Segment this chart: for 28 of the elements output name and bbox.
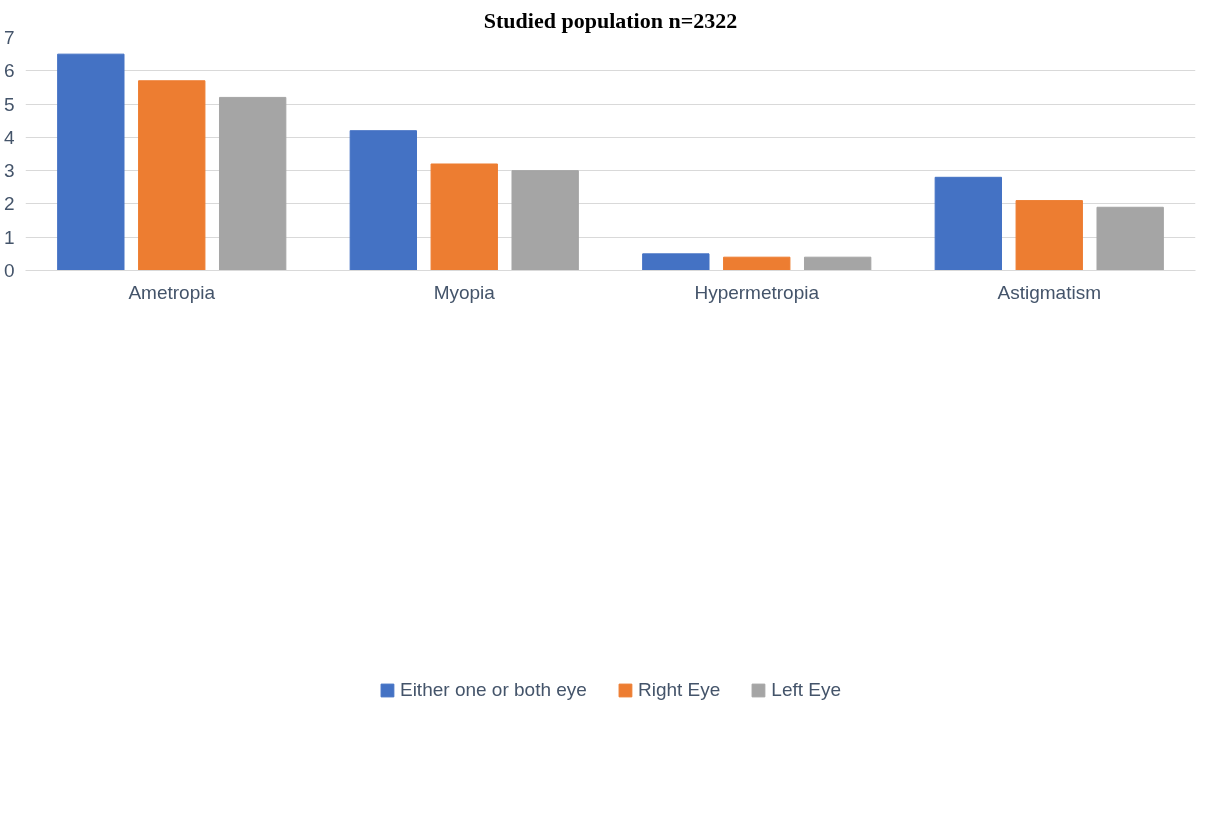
y-tick-label: 2 (3, 193, 15, 215)
legend-label: Either one or both eye (399, 678, 587, 701)
x-tick-label: Astigmatism (997, 281, 1101, 303)
legend-label: Right Eye (637, 678, 721, 701)
bar (57, 53, 125, 271)
bar (219, 96, 287, 271)
x-tick-label: Ametropia (128, 281, 216, 303)
x-tick-label: Hypermetropia (694, 281, 820, 303)
bar (804, 256, 872, 271)
y-tick-label: 0 (3, 260, 15, 281)
bar (934, 176, 1002, 271)
bar (138, 80, 206, 271)
y-tick-label: 5 (3, 93, 15, 115)
y-tick-label: 6 (3, 60, 15, 82)
bar (642, 253, 710, 271)
chart-title: Studied population n=2322 (483, 7, 738, 33)
bar (430, 163, 498, 271)
y-tick-label: 4 (3, 126, 15, 148)
y-tick-label: 7 (3, 27, 15, 48)
y-tick-label: 1 (3, 226, 15, 248)
bar (1096, 206, 1164, 271)
y-tick-label: 3 (3, 160, 15, 182)
bar (1015, 200, 1083, 271)
legend-label: Left Eye (771, 678, 842, 701)
bar (511, 170, 579, 271)
x-tick-label: Myopia (433, 281, 496, 303)
bar (723, 256, 791, 271)
bar (349, 130, 417, 271)
